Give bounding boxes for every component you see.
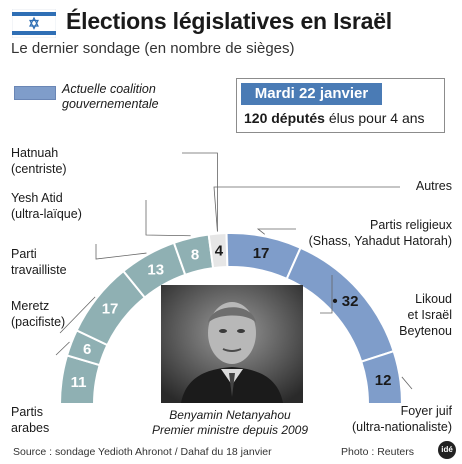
label-line: et Israël [407, 308, 452, 322]
label-partis-arabes: Partis arabes [11, 404, 49, 436]
seat-value-hatnuah: 8 [191, 246, 199, 263]
leader-religieux [256, 228, 296, 235]
label-likoud: Likoud et Israël Beytenou [399, 291, 452, 339]
page-title: Élections législatives en Israël [66, 8, 392, 34]
leader-yesh-atid [95, 244, 147, 260]
label-line: Parti [11, 247, 37, 261]
label-line: (Shass, Yahadut Hatorah) [308, 234, 452, 248]
label-line: Likoud [415, 292, 452, 306]
deputes-count: 120 députés [244, 110, 325, 126]
legend-swatch [14, 86, 56, 100]
seat-value-travailliste: 17 [102, 301, 119, 318]
leader-likoud [320, 275, 333, 314]
seat-segment-foyer-juif [360, 349, 404, 405]
seat-value-likoud: • 32 [332, 293, 358, 310]
seat-value-meretz: 6 [83, 341, 91, 358]
legend-label: Actuelle coalition gouvernementale [62, 82, 159, 111]
leader-hatnuah [145, 200, 191, 237]
label-line: Foyer juif [400, 404, 452, 418]
label-line: Yesh Atid [11, 191, 63, 205]
seat-value-religieux: 17 [253, 245, 270, 262]
leader-travailliste [59, 296, 96, 334]
photo-credit: Photo : Reuters [341, 446, 414, 458]
brand-logo: idé [438, 441, 456, 459]
label-line: (ultra-nationaliste) [351, 420, 452, 434]
label-line: Partis religieux [370, 218, 452, 232]
netanyahu-photo [161, 285, 303, 403]
label-line: Beytenou [399, 324, 452, 338]
seat-value-yesh-atid: 13 [147, 262, 164, 279]
seat-value-autres: 4 [215, 242, 224, 259]
label-line: Partis [11, 405, 43, 419]
leader-autres [213, 186, 400, 232]
subtitle: Le dernier sondage (en nombre de sièges) [11, 40, 295, 57]
label-yesh-atid: Yesh Atid (ultra-laïque) [11, 190, 82, 222]
label-religieux: Partis religieux (Shass, Yahadut Hatorah… [309, 217, 452, 249]
label-autres: Autres [416, 178, 452, 194]
label-line: Hatnuah [11, 146, 59, 160]
source-note: Source : sondage Yedioth Ahronot / Dahaf… [13, 446, 272, 458]
caption-name: Benyamin Netanyahou [169, 408, 291, 422]
caption-role: Premier ministre depuis 2009 [151, 423, 309, 437]
seat-value-arabes: 11 [71, 374, 87, 391]
label-line: Meretz [11, 299, 50, 313]
photo-caption: Benyamin Netanyahou Premier ministre dep… [150, 408, 310, 438]
label-line: (pacifiste) [11, 315, 66, 329]
label-line: arabes [11, 421, 50, 435]
leader-foyer-juif [401, 376, 413, 390]
leader-meretz [55, 341, 70, 356]
label-line: (ultra-laïque) [11, 207, 82, 221]
seat-value-foyer-juif: 12 [375, 372, 392, 389]
label-line: travailliste [11, 263, 67, 277]
label-hatnuah: Hatnuah (centriste) [11, 145, 67, 177]
info-box: Mardi 22 janvier 120 députés élus pour 4… [236, 78, 445, 133]
israel-flag-icon [12, 9, 56, 38]
leader-hatnuah-top [182, 152, 218, 232]
label-travailliste: Parti travailliste [11, 246, 67, 278]
label-line: (centriste) [11, 162, 67, 176]
deputes-rest: élus pour 4 ans [324, 110, 425, 126]
label-foyer-juif: Foyer juif (ultra-nationaliste) [352, 403, 452, 435]
date-badge: Mardi 22 janvier [241, 83, 382, 105]
label-line: Autres [415, 179, 452, 193]
deputes-text: 120 députés élus pour 4 ans [244, 110, 425, 126]
label-meretz: Meretz (pacifiste) [11, 298, 65, 330]
